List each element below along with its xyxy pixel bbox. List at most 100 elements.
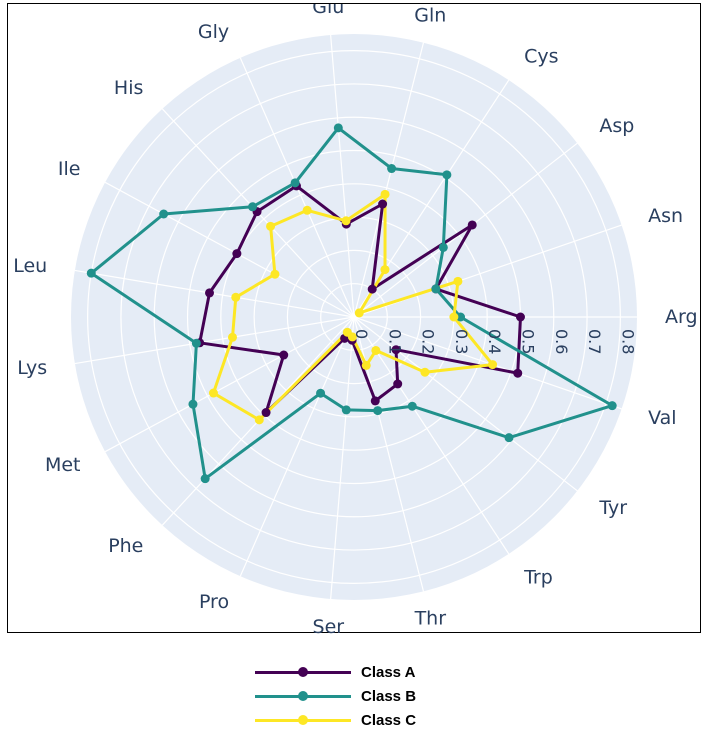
data-point-class-a-trp bbox=[393, 379, 403, 389]
grid-spoke bbox=[239, 316, 355, 577]
data-point-class-c-met bbox=[208, 388, 218, 398]
data-point-class-c-leu bbox=[231, 292, 241, 302]
legend-item-class-b[interactable]: Class B bbox=[255, 684, 416, 708]
angular-label-ser: Ser bbox=[313, 616, 345, 634]
data-point-class-c-ile bbox=[270, 269, 280, 279]
angular-label-tyr: Tyr bbox=[598, 497, 627, 519]
radial-tick-label: 0.3 bbox=[452, 329, 471, 354]
data-point-class-b-his bbox=[248, 202, 258, 212]
grid-spoke bbox=[353, 316, 622, 410]
data-point-class-a-asp bbox=[467, 220, 477, 230]
data-point-class-c-his bbox=[266, 221, 276, 231]
grid-spoke bbox=[353, 316, 510, 555]
data-point-class-a-tyr bbox=[391, 345, 401, 355]
grid-spoke bbox=[74, 269, 355, 318]
angular-label-ile: Ile bbox=[58, 158, 81, 180]
data-point-class-b-glu bbox=[333, 123, 343, 133]
legend-item-class-a[interactable]: Class A bbox=[255, 660, 416, 684]
angular-label-cys: Cys bbox=[524, 46, 558, 68]
series-line-class-a bbox=[198, 184, 522, 414]
data-point-class-b-thr bbox=[373, 406, 383, 416]
angular-label-leu: Leu bbox=[13, 255, 47, 277]
data-point-class-a-val bbox=[513, 368, 523, 378]
radial-tick-label: 0.1 bbox=[385, 329, 404, 354]
angular-label-asn: Asn bbox=[648, 205, 683, 227]
data-point-class-c-thr bbox=[361, 360, 371, 370]
legend-label: Class B bbox=[361, 687, 417, 705]
angular-label-his: His bbox=[114, 77, 143, 99]
plot-frame: 0 0.1 0.2 0.3 0.4 0.5 0.6 0.7 0.8 Arg Val Tyr Trp Thr… bbox=[7, 3, 701, 634]
data-point-class-b-asn bbox=[431, 284, 441, 294]
data-point-class-c-lys bbox=[227, 332, 237, 342]
data-point-class-c-tyr bbox=[420, 367, 430, 377]
radial-tick-label: 0 bbox=[352, 329, 371, 339]
data-point-class-b-tyr bbox=[504, 433, 514, 443]
data-point-class-b-ile bbox=[159, 209, 169, 219]
data-point-class-b-ser bbox=[341, 405, 351, 415]
data-point-class-a-met bbox=[279, 350, 289, 360]
grid-spoke bbox=[104, 316, 355, 453]
data-point-class-b-phe bbox=[200, 474, 210, 484]
data-point-class-c-gln bbox=[380, 189, 390, 199]
angular-label-val: Val bbox=[648, 407, 676, 429]
radial-tick-label: 0.5 bbox=[519, 329, 538, 354]
data-point-class-b-gly bbox=[290, 178, 300, 188]
radial-tick-label: 0.2 bbox=[419, 329, 438, 354]
data-point-class-c-asn bbox=[453, 276, 463, 286]
angular-label-gly: Gly bbox=[198, 21, 229, 43]
data-point-class-c-glu bbox=[341, 216, 351, 226]
data-point-class-b-leu bbox=[86, 268, 96, 278]
grid-spoke bbox=[330, 316, 355, 600]
data-point-class-b-asp bbox=[438, 242, 448, 252]
data-point-class-b-gln bbox=[387, 164, 397, 174]
angular-label-asp: Asp bbox=[599, 115, 634, 137]
legend-swatch bbox=[255, 690, 351, 702]
grid-spoke bbox=[353, 316, 578, 492]
data-point-class-c-trp bbox=[371, 345, 381, 355]
legend-swatch bbox=[255, 666, 351, 678]
data-point-class-b-val bbox=[607, 401, 617, 411]
radial-tick-label: 0.7 bbox=[585, 329, 604, 354]
angular-label-phe: Phe bbox=[108, 535, 143, 557]
radar-chart: 0 0.1 0.2 0.3 0.4 0.5 0.6 0.7 0.8 Arg Val Tyr Trp Thr… bbox=[13, 4, 698, 634]
grid-spoke bbox=[330, 34, 355, 318]
data-point-class-b-lys bbox=[191, 338, 201, 348]
data-point-class-c-phe bbox=[254, 415, 264, 425]
series-line-class-b bbox=[89, 126, 614, 481]
data-point-class-a-ile bbox=[232, 249, 242, 259]
data-point-class-c-arg bbox=[449, 312, 459, 322]
angular-label-met: Met bbox=[45, 454, 81, 476]
radial-tick-label: 0.6 bbox=[552, 329, 571, 354]
grid-spoke bbox=[74, 316, 355, 365]
data-point-class-c-pro bbox=[342, 327, 352, 337]
legend-label: Class C bbox=[361, 711, 417, 729]
data-point-class-a-thr bbox=[370, 396, 380, 406]
data-point-class-c-cys bbox=[380, 265, 390, 275]
legend-item-class-c[interactable]: Class C bbox=[255, 708, 416, 732]
data-point-class-a-leu bbox=[205, 288, 215, 298]
angular-label-thr: Thr bbox=[414, 608, 447, 630]
data-point-class-a-phe bbox=[261, 408, 271, 418]
data-point-class-c-gly bbox=[302, 205, 312, 215]
radial-tick-label: 0.4 bbox=[485, 329, 504, 354]
data-point-class-b-cys bbox=[442, 170, 452, 180]
grid-spoke bbox=[353, 42, 425, 318]
angular-label-arg: Arg bbox=[665, 306, 698, 328]
data-point-class-b-arg bbox=[456, 312, 466, 322]
data-point-class-b-met bbox=[188, 399, 198, 409]
angular-label-trp: Trp bbox=[523, 566, 553, 588]
data-point-class-a-gln bbox=[378, 199, 388, 209]
angular-label-gln: Gln bbox=[414, 5, 446, 27]
data-point-class-a-cys bbox=[367, 284, 377, 294]
data-point-class-b-pro bbox=[316, 388, 326, 398]
legend: Class A Class B Class C bbox=[255, 660, 416, 732]
data-point-class-c-val bbox=[488, 360, 498, 370]
radial-tick-label: 0.8 bbox=[618, 329, 637, 354]
angular-label-pro: Pro bbox=[199, 591, 229, 613]
legend-swatch bbox=[255, 714, 351, 726]
angular-label-lys: Lys bbox=[17, 357, 47, 379]
grid-spoke bbox=[104, 181, 355, 318]
data-point-class-b-trp bbox=[407, 401, 417, 411]
legend-label: Class A bbox=[361, 663, 416, 681]
data-point-class-a-arg bbox=[515, 312, 525, 322]
